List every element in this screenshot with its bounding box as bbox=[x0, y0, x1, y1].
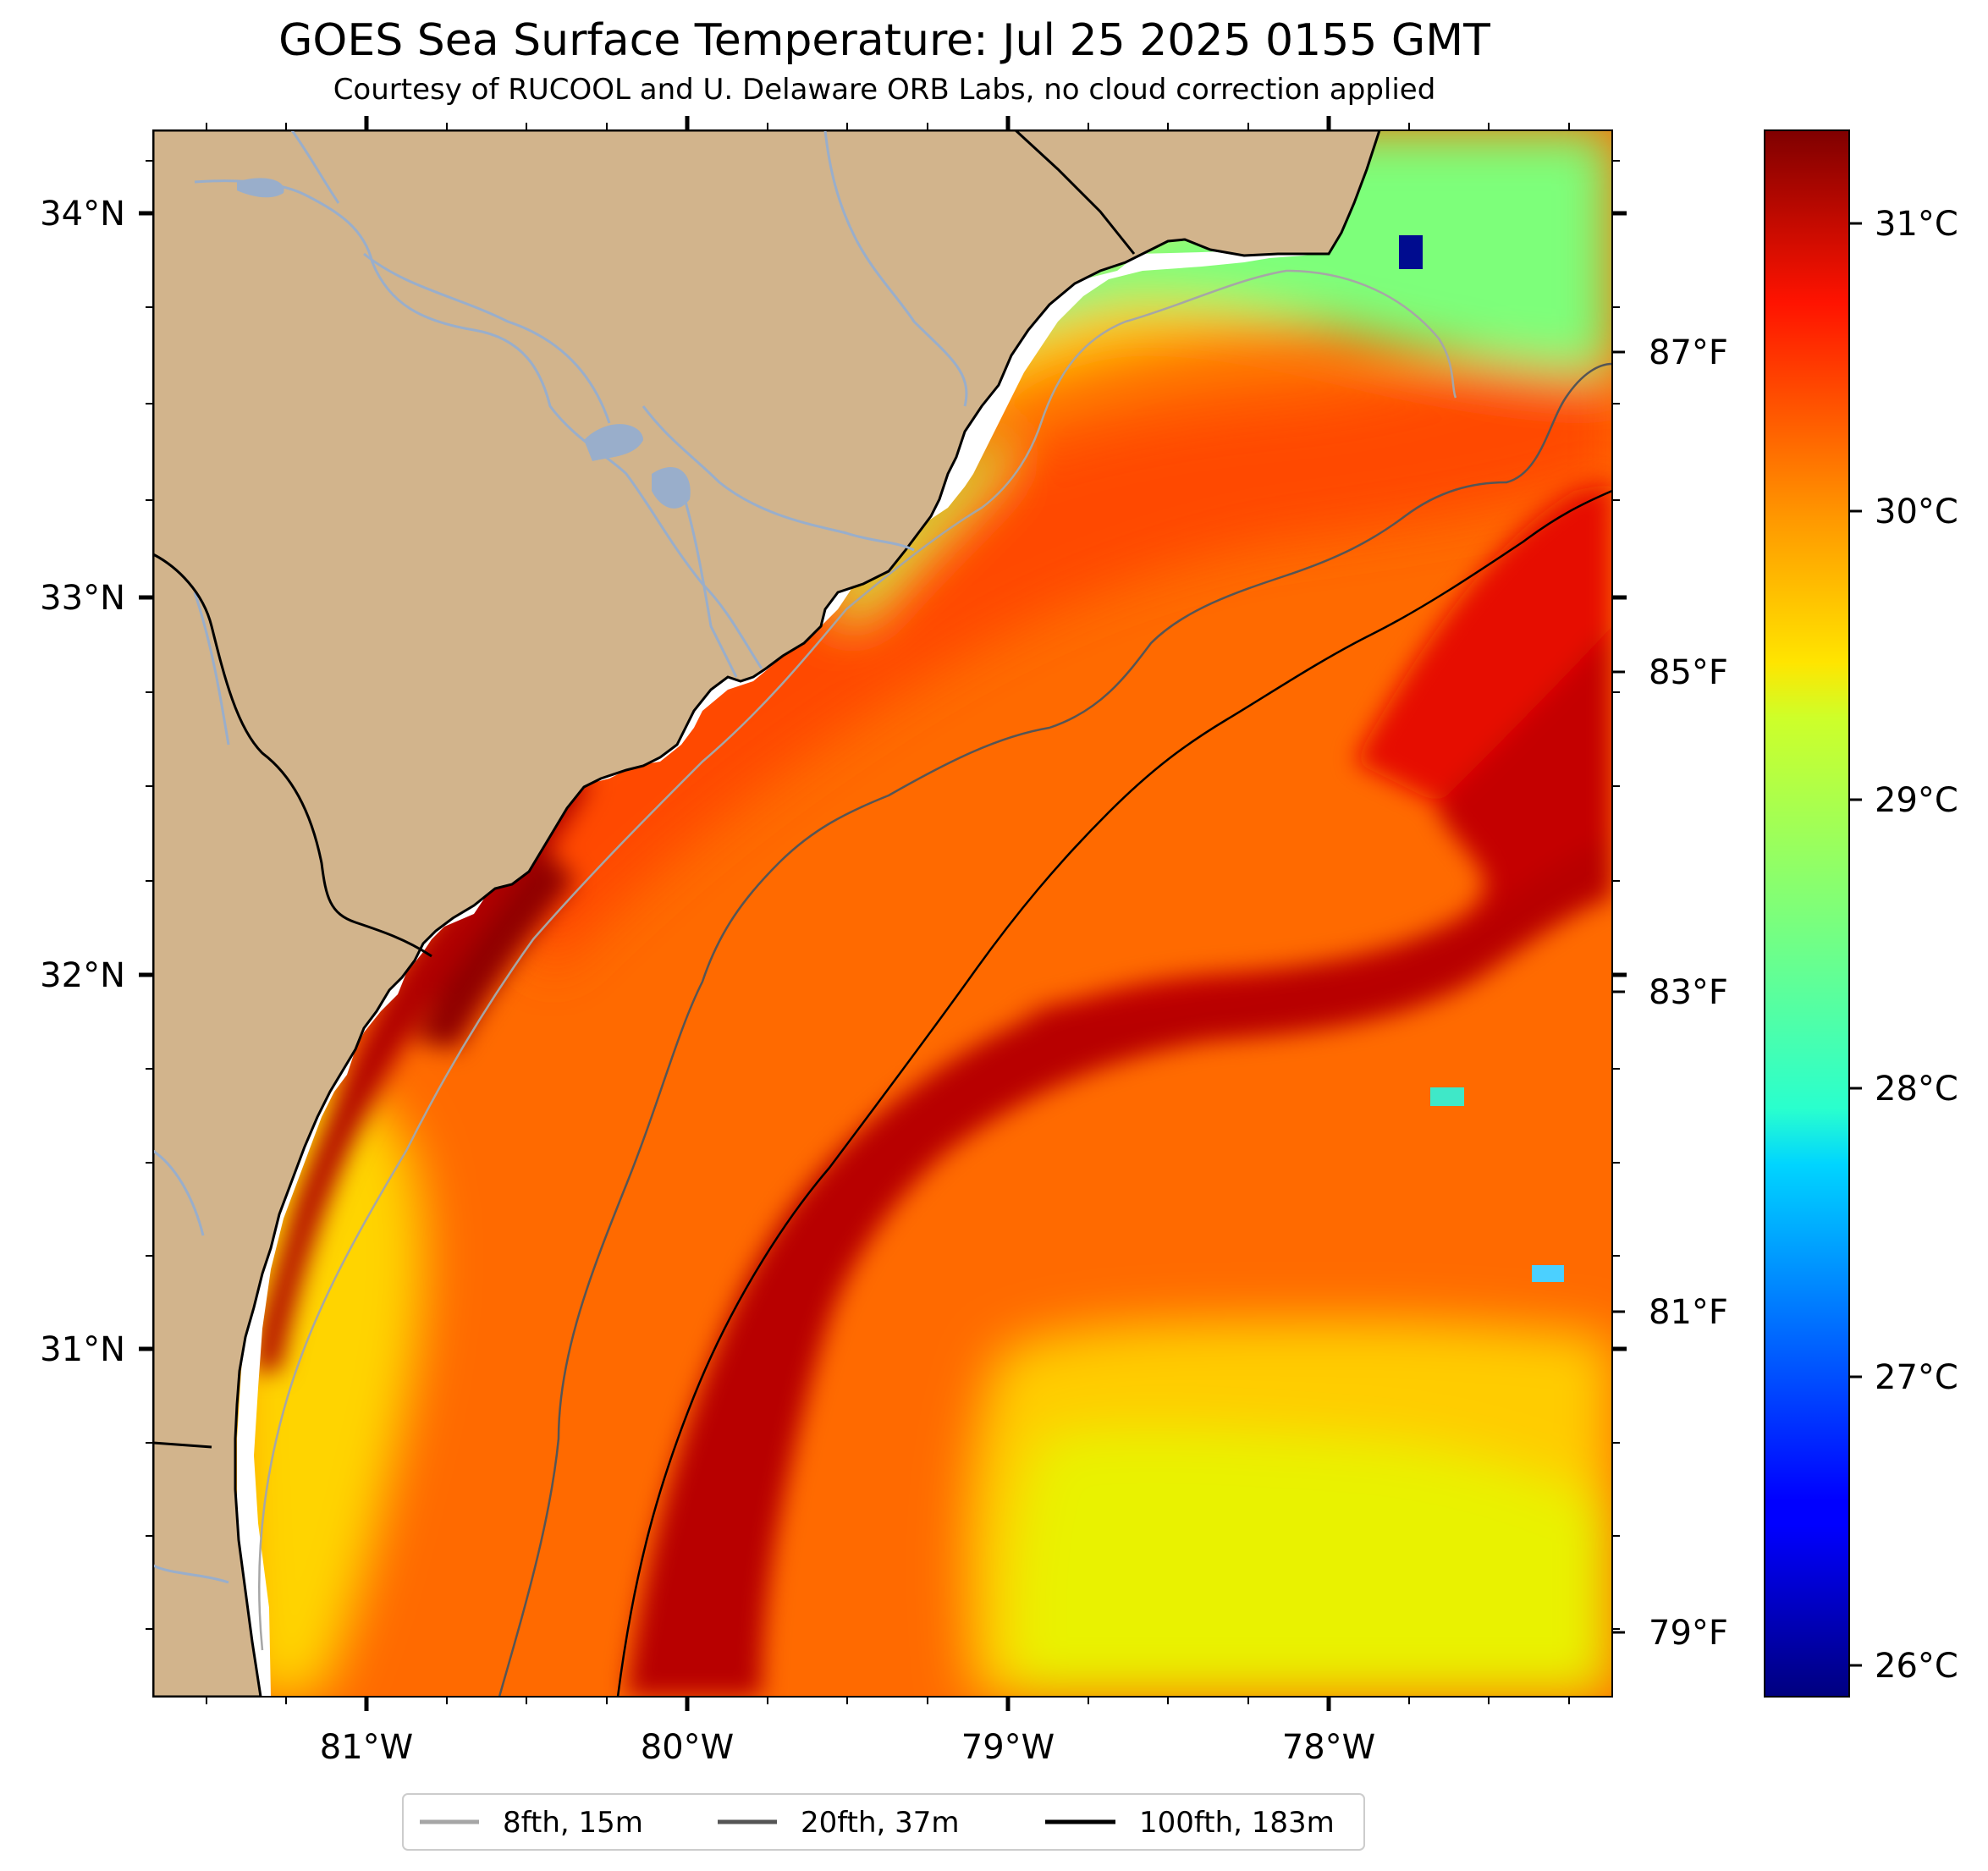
legend-label: 8fth, 15m bbox=[503, 1806, 643, 1840]
state-border-ga-fl bbox=[153, 1441, 212, 1449]
lon-tick-label: 80°W bbox=[641, 1728, 734, 1767]
land-mass bbox=[153, 130, 1381, 1697]
colorbar-tick-label: 27°C bbox=[1875, 1358, 1958, 1397]
gulf-stream-core bbox=[626, 482, 1612, 1697]
lat-tick-label: 31°N bbox=[40, 1330, 125, 1369]
map-subtitle: Courtesy of RUCOOL and U. Delaware ORB L… bbox=[333, 73, 1436, 107]
state-border bbox=[153, 553, 432, 958]
fahrenheit-tick-label: 87°F bbox=[1649, 333, 1728, 372]
lon-tick-label: 78°W bbox=[1282, 1728, 1375, 1767]
cool-spot bbox=[1532, 1265, 1564, 1282]
fahrenheit-tick-label: 81°F bbox=[1649, 1293, 1728, 1332]
colorbar bbox=[1764, 129, 1850, 1698]
isobath-legend: 8fth, 15m 20fth, 37m 100fth, 183m bbox=[402, 1793, 1365, 1851]
lon-tick-label: 79°W bbox=[961, 1728, 1055, 1767]
map-frame bbox=[152, 129, 1613, 1698]
colorbar-tick-label: 31°C bbox=[1875, 205, 1958, 244]
legend-label: 100fth, 183m bbox=[1139, 1806, 1335, 1840]
lake-moultrie bbox=[652, 466, 691, 509]
lon-minor-ticks bbox=[206, 123, 1570, 1704]
lat-ticks bbox=[139, 211, 1627, 1351]
lat-tick-label: 33°N bbox=[40, 579, 125, 618]
map-area bbox=[153, 130, 1612, 1697]
colorbar-ticks bbox=[1849, 222, 1862, 1667]
legend-label: 20fth, 37m bbox=[801, 1806, 960, 1840]
lon-ticks bbox=[364, 116, 1331, 1711]
isobath-8fth bbox=[258, 269, 1457, 1651]
inshore-warm-band bbox=[254, 779, 592, 1371]
map-title: GOES Sea Surface Temperature: Jul 25 202… bbox=[278, 15, 1490, 66]
reservoir bbox=[237, 178, 284, 198]
state-border-nc-sc bbox=[1014, 130, 1136, 255]
colorbar-tick-label: 30°C bbox=[1875, 493, 1958, 531]
isobath-20fth bbox=[498, 362, 1612, 1697]
fahrenheit-tick-label: 85°F bbox=[1649, 653, 1728, 692]
cool-spot bbox=[1399, 235, 1423, 269]
fahrenheit-ticks bbox=[1612, 350, 1625, 1634]
lat-tick-label: 32°N bbox=[40, 956, 125, 995]
fahrenheit-tick-label: 79°F bbox=[1649, 1614, 1728, 1653]
lake-marion bbox=[584, 424, 643, 461]
rivers bbox=[153, 130, 968, 1584]
colorbar-tick-label: 28°C bbox=[1875, 1070, 1958, 1109]
lon-tick-label: 81°W bbox=[320, 1728, 413, 1767]
fahrenheit-tick-label: 83°F bbox=[1649, 973, 1728, 1012]
colorbar-tick-label: 26°C bbox=[1875, 1647, 1958, 1686]
lat-minor-ticks bbox=[146, 160, 1620, 1630]
lat-tick-label: 34°N bbox=[40, 195, 125, 234]
isobath-100fth bbox=[616, 489, 1612, 1697]
colorbar-tick-label: 29°C bbox=[1875, 781, 1958, 820]
isobaths bbox=[258, 269, 1612, 1697]
cool-spot bbox=[1430, 1087, 1464, 1106]
